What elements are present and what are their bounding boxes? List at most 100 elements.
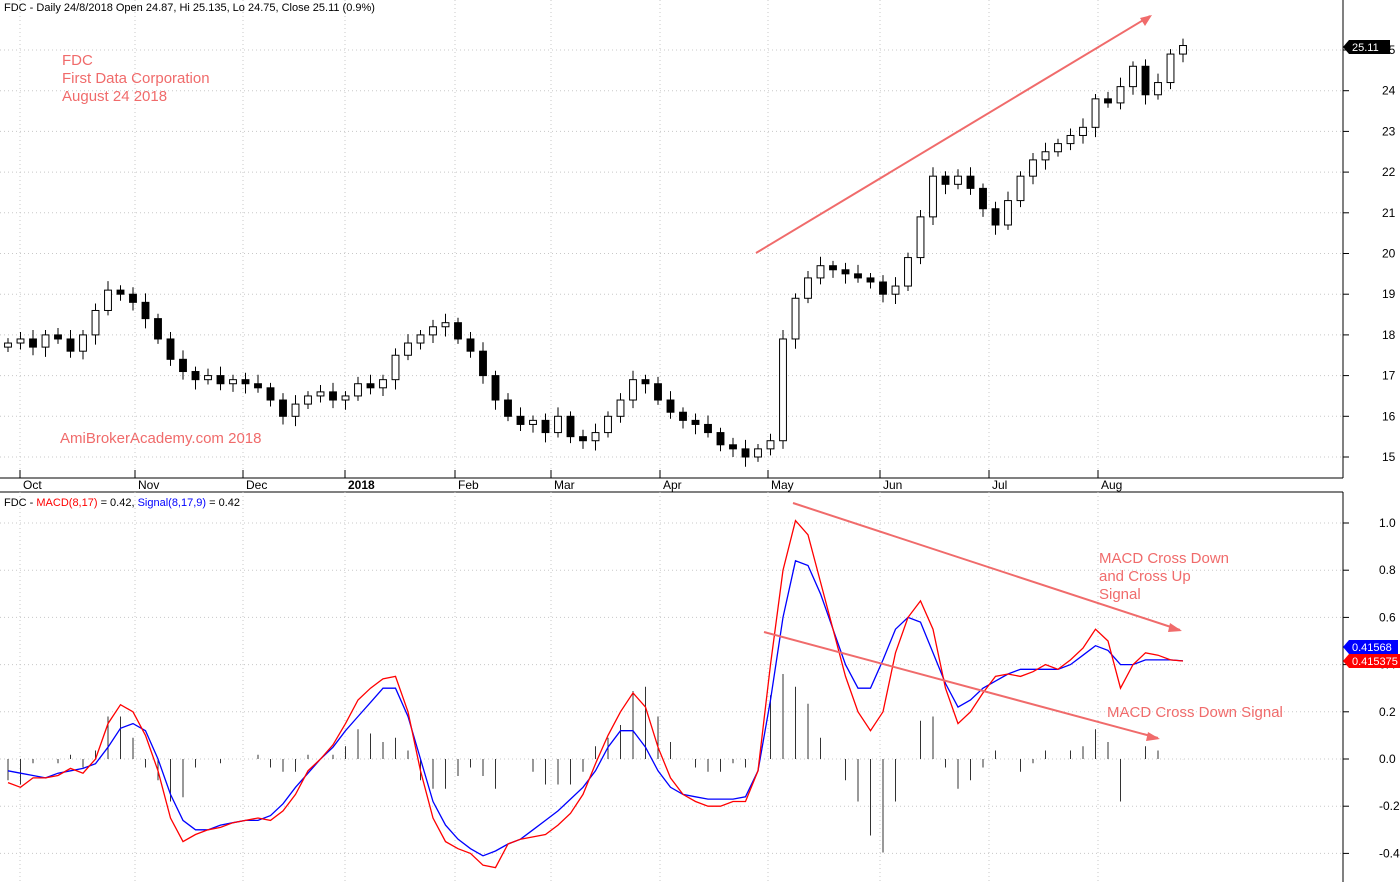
- candle-body-54: [679, 411, 687, 421]
- candle-body-58: [729, 444, 737, 450]
- price-tick-label-6: 21: [1382, 206, 1396, 220]
- candle-body-90: [1129, 65, 1137, 88]
- candle-body-17: [216, 375, 225, 385]
- candle-body-81: [1016, 175, 1025, 202]
- macd-tick-label-2: 0.0: [1379, 752, 1396, 766]
- candle-body-53: [666, 399, 675, 413]
- month-labels: Oct Nov Dec 2018 Feb Mar Apr May Jun Jul Aug: [19, 470, 1122, 492]
- price-panel-frame: [0, 0, 1343, 478]
- candle-body-30: [379, 379, 387, 389]
- macd-header-macd: MACD(8,17): [36, 497, 97, 509]
- watermark: AmiBrokerAcademy.com 2018: [60, 430, 261, 447]
- candle-body-41: [516, 415, 525, 425]
- month-label-6: Apr: [663, 478, 682, 492]
- candle-body-39: [491, 375, 500, 401]
- candle-body-56: [704, 423, 712, 434]
- candle-body-7: [91, 309, 100, 336]
- macd-header-prefix: FDC -: [4, 497, 36, 509]
- candles: [4, 38, 1187, 467]
- macd-panel-frame: [0, 492, 1343, 882]
- macd-tick-label-7: 1.0: [1379, 516, 1396, 530]
- candle-body-87: [1091, 98, 1100, 128]
- candle-body-57: [716, 432, 725, 446]
- candle-body-85: [1066, 134, 1075, 145]
- candle-body-20: [254, 383, 262, 389]
- candle-body-60: [754, 448, 762, 458]
- price-tick-label-3: 18: [1382, 328, 1396, 342]
- candle-body-89: [1116, 86, 1125, 104]
- month-label-2: Dec: [246, 478, 267, 492]
- macd-tick-label-5: 0.6: [1379, 610, 1396, 624]
- candle-body-0: [4, 342, 12, 348]
- candle-body-8: [104, 289, 112, 311]
- month-label-5: Mar: [554, 478, 575, 492]
- price-trend-arrowhead: [1140, 15, 1152, 26]
- candle-body-34: [429, 326, 437, 336]
- price-tick-label-7: 22: [1382, 165, 1396, 179]
- price-tick-label-0: 15: [1382, 450, 1396, 464]
- candle-body-61: [766, 440, 775, 450]
- macd-header-suffix: = 0.42: [206, 497, 240, 509]
- candle-body-88: [1104, 98, 1112, 104]
- candle-body-47: [591, 432, 600, 442]
- candle-body-33: [416, 334, 425, 344]
- price-tick-label-8: 23: [1382, 124, 1396, 138]
- candle-body-43: [541, 419, 550, 434]
- candle-body-72: [904, 257, 912, 287]
- candle-body-94: [1179, 45, 1187, 55]
- annotation-date: August 24 2018: [62, 88, 167, 105]
- candle-body-12: [154, 318, 162, 340]
- candle-body-83: [1041, 151, 1050, 161]
- candle-body-68: [854, 273, 862, 279]
- candle-body-49: [616, 399, 625, 417]
- macd-header-signal: Signal(8,17,9): [138, 497, 207, 509]
- macd-upper-trend-arrow: [792, 502, 1181, 631]
- price-tick-label-4: 19: [1382, 287, 1396, 301]
- candle-body-11: [141, 301, 150, 320]
- annotation-cross-line2: and Cross Up: [1099, 568, 1191, 585]
- candle-body-46: [579, 436, 587, 442]
- candle-body-91: [1141, 65, 1150, 96]
- candle-body-24: [304, 395, 312, 405]
- candle-body-25: [316, 391, 325, 397]
- month-label-4: Feb: [458, 478, 479, 492]
- month-label-0: Oct: [23, 478, 42, 492]
- candle-body-3: [41, 334, 50, 348]
- annotation-ticker: FDC: [62, 52, 93, 69]
- last-price-tag: 25.11: [1343, 40, 1390, 54]
- candle-body-82: [1029, 159, 1037, 177]
- candle-body-35: [441, 322, 450, 328]
- candle-body-74: [929, 175, 937, 218]
- candle-body-29: [366, 383, 375, 389]
- candle-body-22: [279, 399, 287, 417]
- candle-body-45: [566, 415, 575, 438]
- macd-value-tag: 0.415375: [1343, 654, 1400, 668]
- candle-body-6: [79, 334, 87, 352]
- candle-body-31: [391, 354, 400, 381]
- annotation-cross-down: MACD Cross Down Signal: [1107, 704, 1283, 721]
- macd-tick-label-0: -0.4: [1379, 846, 1400, 860]
- candle-body-50: [629, 379, 637, 401]
- candle-body-23: [291, 403, 300, 417]
- candle-body-55: [691, 419, 700, 425]
- candle-body-52: [654, 383, 662, 401]
- candle-body-86: [1079, 126, 1087, 136]
- candle-body-73: [916, 216, 925, 259]
- price-tick-label-2: 17: [1382, 369, 1396, 383]
- macd-tick-label-6: 0.8: [1379, 563, 1396, 577]
- candle-body-18: [229, 379, 237, 385]
- candle-body-5: [66, 338, 75, 352]
- macd-upper-arrowhead: [1168, 623, 1182, 632]
- last-price-tag-text: 25.11: [1352, 42, 1379, 54]
- candle-body-42: [529, 419, 537, 425]
- candle-body-37: [466, 338, 475, 352]
- candle-body-32: [404, 342, 412, 356]
- macd-lower-arrowhead: [1146, 732, 1160, 741]
- candle-body-93: [1166, 53, 1175, 84]
- candle-body-78: [979, 187, 987, 210]
- macd-lower-trend-arrow: [763, 631, 1159, 739]
- macd-y-axis: -0.4-0.20.00.20.40.60.81.0: [1343, 516, 1400, 860]
- price-tick-label-1: 16: [1382, 409, 1396, 423]
- macd-lines: [7, 519, 1184, 869]
